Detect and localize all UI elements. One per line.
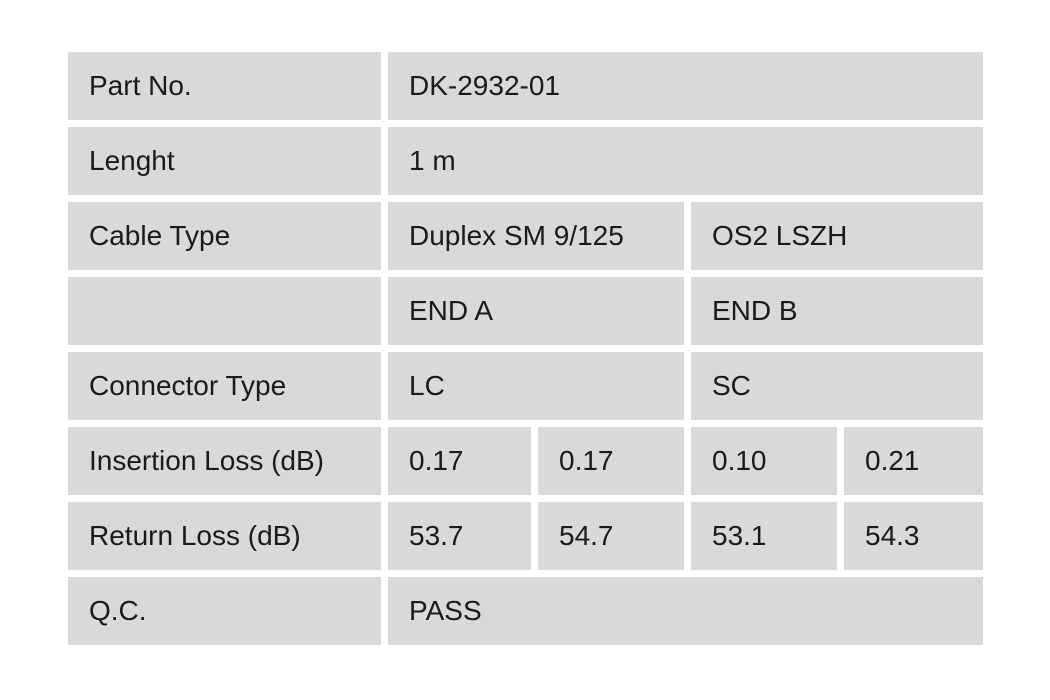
return-loss-value-cell: 54.3 [844,502,983,570]
insertion-loss-value-cell: 0.17 [538,427,684,495]
insertion-loss-value-cell: 0.10 [691,427,837,495]
cable-type-end-a-cell: Duplex SM 9/125 [388,202,684,270]
return-loss-value-cell: 54.7 [538,502,684,570]
insertion-loss-label-cell: Insertion Loss (dB) [68,427,381,495]
spec-table: Part No. DK-2932-01 Lenght 1 m Cable Typ… [68,52,983,645]
part-no-label-cell: Part No. [68,52,381,120]
qc-label-cell: Q.C. [68,577,381,645]
length-value-cell: 1 m [388,127,983,195]
length-label-cell: Lenght [68,127,381,195]
part-no-value-cell: DK-2932-01 [388,52,983,120]
connector-type-end-b-cell: SC [691,352,983,420]
qc-value-cell: PASS [388,577,983,645]
cable-type-end-b-cell: OS2 LSZH [691,202,983,270]
insertion-loss-value-cell: 0.17 [388,427,531,495]
return-loss-value-cell: 53.7 [388,502,531,570]
connector-type-label-cell: Connector Type [68,352,381,420]
return-loss-label-cell: Return Loss (dB) [68,502,381,570]
end-b-header-cell: END B [691,277,983,345]
end-header-spacer-cell [68,277,381,345]
return-loss-value-cell: 53.1 [691,502,837,570]
connector-type-end-a-cell: LC [388,352,684,420]
cable-type-label-cell: Cable Type [68,202,381,270]
end-a-header-cell: END A [388,277,684,345]
insertion-loss-value-cell: 0.21 [844,427,983,495]
